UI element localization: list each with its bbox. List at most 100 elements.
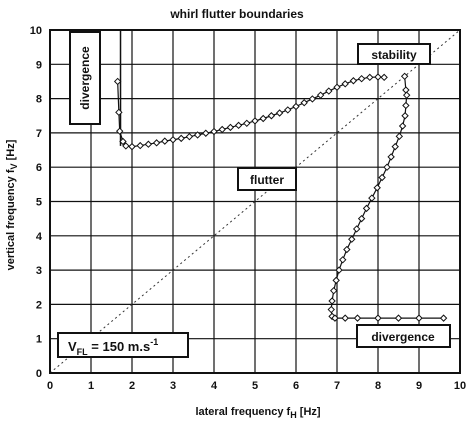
data-point — [339, 256, 347, 264]
data-point — [218, 125, 226, 134]
data-point — [373, 184, 381, 192]
series-line-2 — [330, 76, 444, 319]
y-tick-label: 10 — [30, 25, 42, 37]
data-point — [357, 214, 366, 223]
y-tick-label: 4 — [36, 231, 43, 243]
diagonal-reference-line — [49, 29, 461, 374]
divergence-bottom-label: divergence — [371, 330, 435, 344]
data-point — [352, 225, 361, 233]
data-point — [374, 314, 382, 322]
chart-title: whirl flutter boundaries — [169, 7, 304, 21]
data-point — [341, 314, 349, 322]
x-tick-label: 2 — [129, 380, 135, 392]
data-point — [202, 129, 210, 137]
divergence-top-label: divergence — [78, 46, 92, 110]
data-point — [391, 142, 399, 151]
data-point — [193, 131, 202, 139]
data-point — [327, 305, 335, 314]
data-point — [357, 74, 366, 83]
data-point — [243, 119, 251, 128]
data-point — [144, 140, 153, 148]
y-axis-label: vertical frequency fV [Hz] — [5, 139, 19, 270]
data-point — [362, 204, 371, 213]
data-point — [332, 276, 340, 285]
data-point — [402, 91, 411, 99]
data-point — [333, 83, 341, 91]
data-point — [439, 314, 448, 322]
data-point — [402, 86, 410, 94]
tick-labels: 0 1 2 3 4 5 6 7 8 9 10 0 1 2 3 4 5 6 7 8 9 10 — [30, 25, 466, 392]
annotation-vfl: VFL = 150 m.s-1 — [57, 332, 189, 358]
data-point — [300, 99, 308, 107]
data-point — [401, 112, 409, 120]
data-point — [378, 173, 386, 182]
data-point — [394, 314, 403, 322]
data-point — [284, 106, 292, 114]
y-tick-label: 8 — [36, 94, 42, 106]
y-tick-label: 0 — [36, 368, 42, 380]
data-point — [335, 266, 343, 274]
data-point — [259, 114, 267, 123]
data-point — [374, 73, 382, 81]
data-point — [341, 80, 349, 88]
data-point — [136, 141, 144, 150]
data-point — [325, 87, 333, 95]
data-point — [398, 122, 407, 130]
data-point — [161, 137, 169, 145]
data-point — [169, 136, 177, 144]
plot-frame — [49, 29, 461, 374]
y-tick-label: 6 — [36, 162, 42, 174]
data-point — [275, 109, 284, 117]
data-point — [368, 194, 376, 202]
data-point — [415, 314, 423, 322]
x-tick-label: 4 — [211, 380, 218, 392]
stability-label: stability — [371, 48, 417, 62]
data-point — [292, 102, 300, 111]
x-tick-label: 7 — [334, 380, 340, 392]
data-point — [348, 235, 356, 243]
x-axis-label: lateral frequency fH [Hz] — [195, 406, 320, 420]
data-point — [380, 73, 388, 82]
data-point — [115, 108, 123, 117]
x-tick-label: 1 — [88, 380, 94, 392]
data-point — [210, 127, 218, 136]
data-point — [330, 286, 338, 295]
data-point — [353, 314, 362, 322]
annotation-divergence-top: divergence — [69, 31, 101, 125]
data-point — [115, 127, 124, 135]
vfl-label: VFL = 150 m.s-1 — [68, 337, 158, 357]
data-point — [185, 132, 194, 141]
series-group — [113, 72, 448, 322]
x-tick-label: 5 — [252, 380, 258, 392]
y-tick-label: 9 — [36, 59, 42, 71]
data-point — [234, 121, 243, 130]
flutter-label: flutter — [250, 173, 284, 187]
annotation-divergence-bottom: divergence — [356, 324, 451, 348]
data-point — [251, 117, 259, 125]
x-tick-label: 3 — [170, 380, 176, 392]
annotation-stability: stability — [357, 43, 431, 65]
data-point — [128, 142, 136, 151]
data-point — [316, 91, 325, 99]
data-point — [349, 77, 358, 85]
data-point — [119, 137, 127, 146]
y-tick-label: 5 — [36, 197, 42, 209]
data-point — [402, 101, 410, 110]
series-line-1 — [117, 76, 385, 148]
data-point — [226, 123, 235, 132]
data-point — [113, 77, 122, 86]
x-tick-label: 8 — [375, 380, 381, 392]
data-point — [343, 245, 351, 254]
x-tick-label: 6 — [293, 380, 299, 392]
y-tick-label: 7 — [36, 128, 42, 140]
y-tick-label: 1 — [36, 334, 42, 346]
data-point — [387, 153, 395, 161]
data-point — [366, 73, 374, 82]
data-point — [331, 314, 339, 322]
x-tick-label: 0 — [47, 380, 53, 392]
y-tick-label: 2 — [36, 299, 42, 311]
data-point — [308, 95, 317, 103]
x-tick-label: 9 — [416, 380, 422, 392]
data-point — [267, 112, 276, 120]
